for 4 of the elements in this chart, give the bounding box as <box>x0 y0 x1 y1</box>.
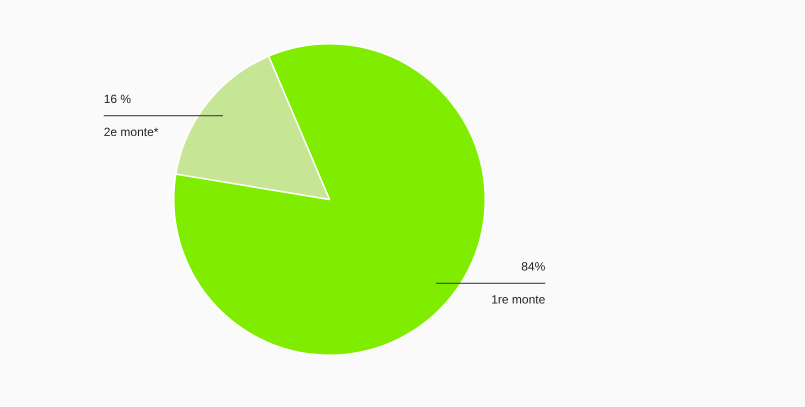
slice-label: 2e monte* <box>104 125 159 140</box>
data-label: 84% <box>521 260 546 274</box>
slice-label: 1re monte <box>491 292 546 307</box>
data-label: 16 % <box>104 92 132 106</box>
